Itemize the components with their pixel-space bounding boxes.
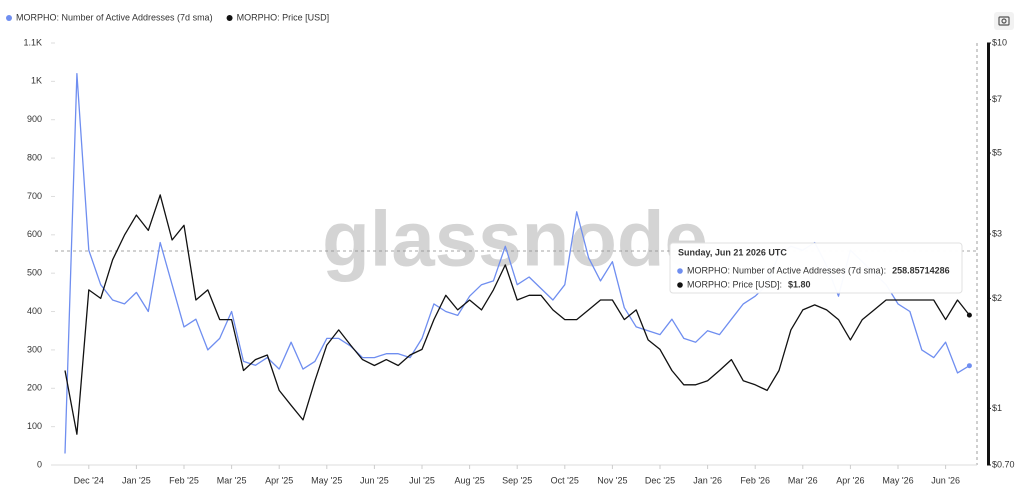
last-point-marker [966, 363, 972, 369]
y2-tick-label: $5 [992, 147, 1002, 157]
x-tick-label: Sep '25 [502, 475, 532, 485]
x-tick-label: Dec '25 [645, 475, 675, 485]
tooltip-box [669, 242, 963, 294]
x-tick-label: Apr '25 [265, 475, 293, 485]
legend-swatch [6, 15, 12, 21]
tooltip-title: Sunday, Jun 21 2026 UTC [678, 247, 787, 257]
x-tick-label: Feb '25 [169, 475, 199, 485]
y-tick-label: 600 [27, 229, 42, 239]
tooltip-label: MORPHO: Number of Active Addresses (7d s… [687, 265, 886, 275]
x-tick-label: Aug '25 [454, 475, 484, 485]
y-tick-label: 1K [31, 76, 42, 86]
tooltip-value: 258.85714286 [892, 265, 950, 275]
x-tick-label: Mar '26 [788, 475, 818, 485]
y-tick-label: 300 [27, 344, 42, 354]
y2-tick-label: $10 [992, 37, 1007, 47]
legend-label: MORPHO: Number of Active Addresses (7d s… [16, 12, 213, 22]
x-tick-label: Jan '25 [122, 475, 151, 485]
last-point-marker [966, 312, 972, 318]
x-tick-label: Mar '25 [217, 475, 247, 485]
x-tick-label: Nov '25 [597, 475, 627, 485]
camera-lens [1001, 18, 1007, 24]
y-tick-label: 800 [27, 152, 42, 162]
camera-icon[interactable] [994, 12, 1014, 30]
tooltip-label: MORPHO: Price [USD]: [687, 279, 782, 289]
right-axis-bar [987, 43, 990, 465]
x-tick-label: Jul '25 [409, 475, 435, 485]
y2-tick-label: $0.70 [992, 459, 1015, 469]
y2-tick-label: $2 [992, 293, 1002, 303]
y-tick-label: 400 [27, 306, 42, 316]
tooltip-value: $1.80 [788, 279, 811, 289]
camera-button[interactable] [994, 12, 1014, 30]
legend-swatch [226, 15, 233, 21]
x-tick-label: Apr '26 [836, 475, 864, 485]
y2-tick-label: $7 [992, 94, 1002, 104]
watermark: glassnode [322, 195, 708, 283]
y-tick-label: 100 [27, 421, 42, 431]
x-tick-label: Feb '26 [740, 475, 770, 485]
y-tick-label: 500 [27, 268, 42, 278]
x-tick-label: May '26 [882, 475, 913, 485]
tooltip: Sunday, Jun 21 2026 UTC MORPHO: Number of… [669, 242, 963, 294]
x-tick-label: Dec '24 [74, 475, 104, 485]
y-tick-label: 900 [27, 114, 42, 124]
tooltip-swatch [677, 268, 683, 274]
legend-label: MORPHO: Price [USD] [237, 12, 330, 22]
y2-tick-label: $1 [992, 403, 1002, 413]
y-tick-label: 1.1K [23, 37, 42, 47]
camera-body [998, 16, 1010, 26]
y2-tick-label: $3 [992, 228, 1002, 238]
y-tick-label: 700 [27, 191, 42, 201]
y-tick-label: 200 [27, 383, 42, 393]
series-line [64, 194, 970, 435]
x-tick-label: Jun '26 [931, 475, 960, 485]
x-tick-label: Oct '25 [551, 475, 579, 485]
y-tick-label: 0 [37, 459, 42, 469]
x-tick-label: Jun '25 [360, 475, 389, 485]
x-tick-label: May '25 [311, 475, 342, 485]
x-tick-label: Jan '26 [693, 475, 722, 485]
tooltip-swatch [677, 282, 683, 288]
